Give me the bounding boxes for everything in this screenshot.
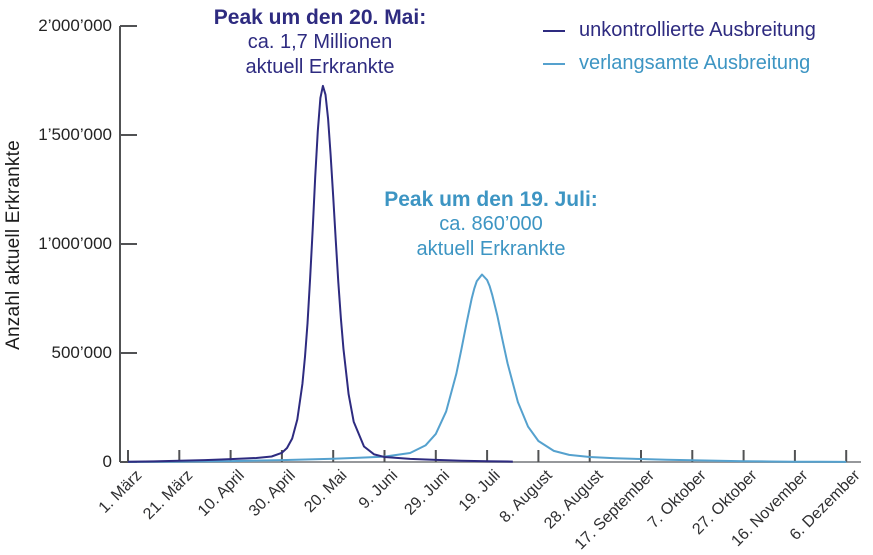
legend-label: unkontrollierte Ausbreitung	[579, 19, 816, 41]
legend-item-uncontrolled: unkontrollierte Ausbreitung	[543, 14, 816, 47]
annotation-peak-uncontrolled: Peak um den 20. Mai: ca. 1,7 Millionen a…	[150, 5, 490, 80]
annotation-caption: aktuell Erkrankte	[416, 238, 566, 260]
y-tick-label: 0	[102, 452, 112, 471]
legend-line-swatch-light	[543, 62, 565, 65]
y-tick-label: 2’000’000	[38, 16, 112, 35]
series-line-unkontrollierte	[127, 84, 513, 463]
annotation-heading: Peak um den 20. Mai:	[213, 6, 427, 29]
annotation-caption: aktuell Erkrankte	[245, 56, 395, 78]
legend-label: verlangsamte Ausbreitung	[579, 52, 811, 74]
annotation-value: ca. 1,7 Millionen	[247, 31, 393, 53]
y-tick-label: 1’500’000	[38, 125, 112, 144]
legend: unkontrollierte Ausbreitung verlangsamte…	[543, 14, 816, 80]
legend-line-swatch-dark	[543, 29, 565, 32]
y-tick-label: 500’000	[51, 343, 112, 362]
annotation-value: ca. 860’000	[439, 213, 543, 235]
series-line-verlangsamte	[127, 273, 847, 463]
annotation-heading: Peak um den 19. Juli:	[384, 188, 598, 211]
annotation-peak-slowed: Peak um den 19. Juli: ca. 860’000 aktuel…	[321, 187, 661, 262]
y-tick-label: 1’000’000	[38, 234, 112, 253]
legend-item-slowed: verlangsamte Ausbreitung	[543, 47, 816, 80]
